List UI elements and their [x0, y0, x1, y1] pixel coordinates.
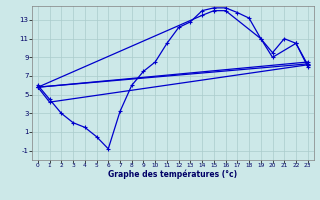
X-axis label: Graphe des températures (°c): Graphe des températures (°c)	[108, 170, 237, 179]
